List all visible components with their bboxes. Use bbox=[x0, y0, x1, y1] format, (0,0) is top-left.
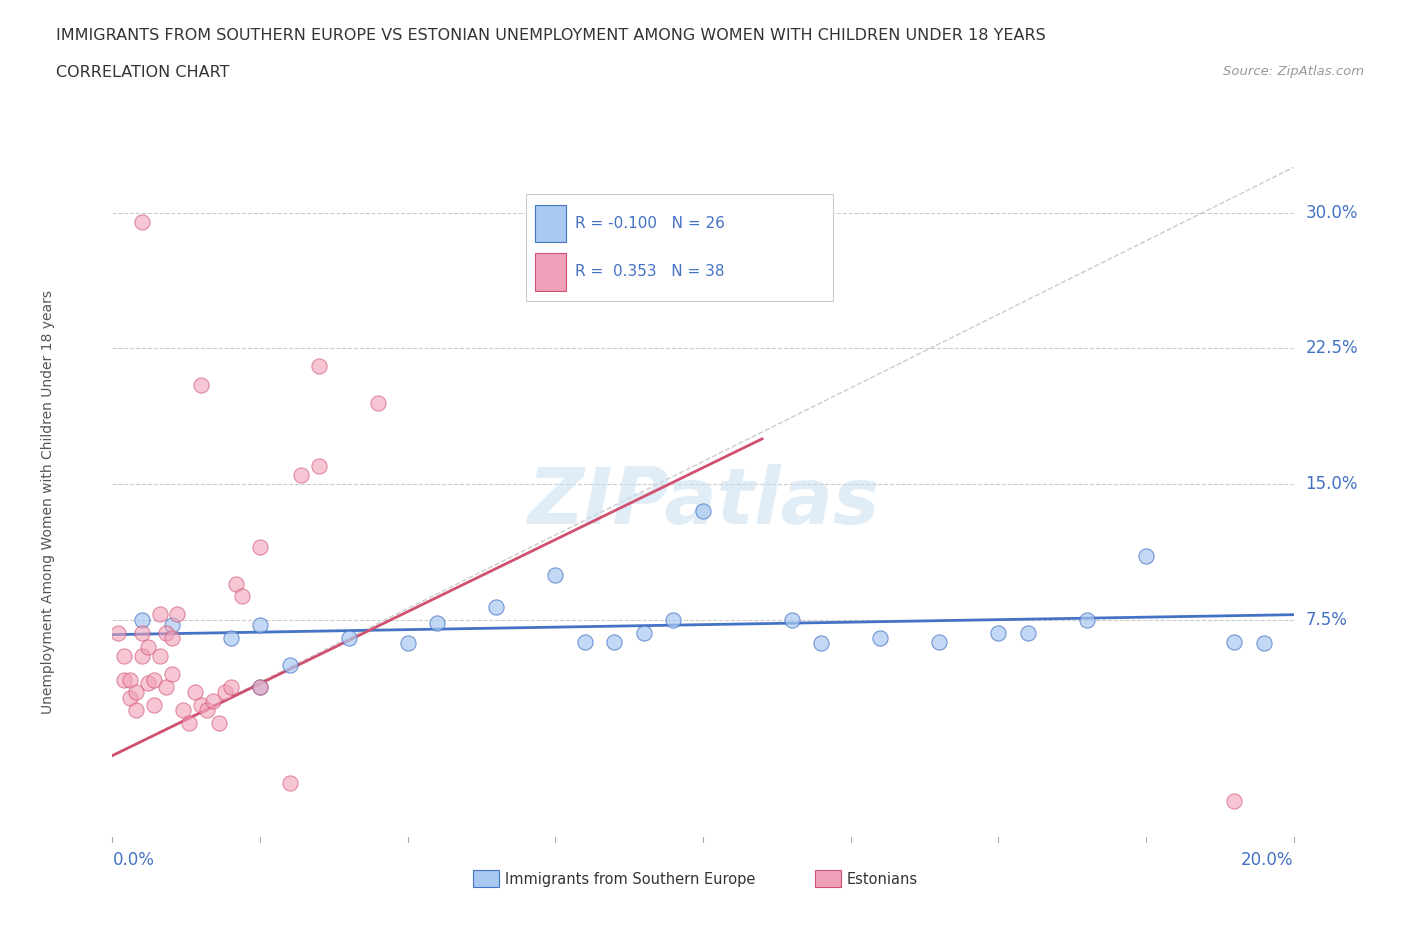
Text: 7.5%: 7.5% bbox=[1305, 611, 1347, 629]
Point bbox=[1223, 634, 1246, 649]
Point bbox=[160, 667, 183, 682]
Point bbox=[214, 684, 236, 699]
Point bbox=[780, 612, 803, 627]
Point bbox=[142, 672, 165, 687]
Point bbox=[290, 468, 312, 483]
Text: 30.0%: 30.0% bbox=[1305, 204, 1358, 221]
Point bbox=[1135, 549, 1157, 564]
Point bbox=[131, 625, 153, 640]
Point bbox=[692, 504, 714, 519]
Point bbox=[396, 636, 419, 651]
Text: Immigrants from Southern Europe: Immigrants from Southern Europe bbox=[505, 871, 755, 886]
Text: 22.5%: 22.5% bbox=[1305, 339, 1358, 357]
Point bbox=[1253, 636, 1275, 651]
Text: Unemployment Among Women with Children Under 18 years: Unemployment Among Women with Children U… bbox=[41, 290, 55, 714]
Point bbox=[603, 634, 626, 649]
Text: Source: ZipAtlas.com: Source: ZipAtlas.com bbox=[1223, 65, 1364, 78]
Text: IMMIGRANTS FROM SOUTHERN EUROPE VS ESTONIAN UNEMPLOYMENT AMONG WOMEN WITH CHILDR: IMMIGRANTS FROM SOUTHERN EUROPE VS ESTON… bbox=[56, 28, 1046, 43]
Point bbox=[120, 690, 142, 705]
Point bbox=[131, 648, 153, 663]
Point bbox=[544, 567, 567, 582]
Point bbox=[249, 679, 271, 694]
Point bbox=[662, 612, 685, 627]
Point bbox=[166, 607, 188, 622]
Point bbox=[278, 658, 301, 672]
Point bbox=[190, 698, 212, 712]
Point bbox=[136, 676, 159, 691]
Point bbox=[225, 577, 247, 591]
Point bbox=[160, 618, 183, 632]
Point bbox=[112, 648, 135, 663]
Point bbox=[231, 589, 253, 604]
Text: CORRELATION CHART: CORRELATION CHART bbox=[56, 65, 229, 80]
Text: 15.0%: 15.0% bbox=[1305, 475, 1358, 493]
Point bbox=[195, 703, 218, 718]
Point bbox=[131, 612, 153, 627]
Point bbox=[149, 607, 172, 622]
Point bbox=[574, 634, 596, 649]
Point bbox=[987, 625, 1010, 640]
Point bbox=[249, 540, 271, 555]
Point bbox=[142, 698, 165, 712]
Point bbox=[160, 631, 183, 645]
Point bbox=[201, 694, 224, 709]
Text: 0.0%: 0.0% bbox=[112, 852, 155, 870]
Text: ZIPatlas: ZIPatlas bbox=[527, 464, 879, 540]
Point bbox=[810, 636, 832, 651]
Point bbox=[155, 625, 177, 640]
Point bbox=[928, 634, 950, 649]
Point bbox=[112, 672, 135, 687]
Point bbox=[426, 616, 449, 631]
Point bbox=[107, 625, 129, 640]
Point bbox=[120, 672, 142, 687]
Point bbox=[219, 631, 242, 645]
Point bbox=[337, 631, 360, 645]
Point bbox=[190, 378, 212, 392]
Point bbox=[125, 684, 148, 699]
Point bbox=[136, 640, 159, 655]
Point bbox=[208, 715, 231, 730]
Point bbox=[184, 684, 207, 699]
Text: Estonians: Estonians bbox=[846, 871, 918, 886]
Point bbox=[308, 359, 330, 374]
Point bbox=[172, 703, 194, 718]
Text: 20.0%: 20.0% bbox=[1241, 852, 1294, 870]
Point bbox=[219, 679, 242, 694]
Point bbox=[278, 776, 301, 790]
Point bbox=[633, 625, 655, 640]
Point bbox=[869, 631, 891, 645]
Point bbox=[131, 214, 153, 229]
Point bbox=[125, 703, 148, 718]
Point bbox=[1017, 625, 1039, 640]
Point bbox=[1076, 612, 1098, 627]
Point bbox=[367, 395, 389, 410]
Point bbox=[485, 600, 508, 615]
Point bbox=[1223, 793, 1246, 808]
Point bbox=[155, 679, 177, 694]
Point bbox=[249, 679, 271, 694]
FancyBboxPatch shape bbox=[472, 870, 499, 887]
Point bbox=[179, 715, 201, 730]
Point bbox=[249, 618, 271, 632]
Point bbox=[149, 648, 172, 663]
FancyBboxPatch shape bbox=[815, 870, 841, 887]
Point bbox=[308, 458, 330, 473]
